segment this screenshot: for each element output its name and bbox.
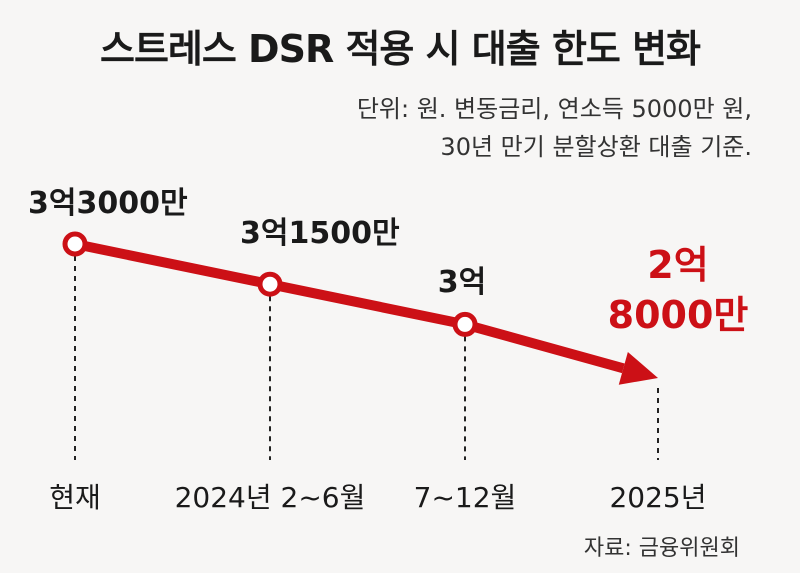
data-point-marker	[62, 231, 88, 257]
value-label: 3억3000만	[28, 186, 188, 221]
value-label-highlight: 8000만	[608, 293, 749, 337]
chart-title: 스트레스 DSR 적용 시 대출 한도 변화	[99, 27, 701, 71]
data-point-marker	[452, 311, 478, 337]
value-label: 3억	[438, 265, 486, 300]
subtitle-line-2: 30년 만기 분할상환 대출 기준.	[440, 133, 752, 161]
x-tick-label: 2025년	[609, 481, 706, 514]
data-point-marker	[257, 271, 283, 297]
value-label-highlight: 2억	[647, 243, 708, 287]
source-note: 자료: 금융위원회	[583, 536, 740, 561]
x-tick-label: 7~12월	[414, 481, 517, 514]
trend-line	[73, 239, 625, 374]
x-tick-label: 2024년 2~6월	[175, 481, 366, 514]
x-tick-label: 현재	[49, 481, 101, 514]
chart-subtitle: 단위: 원. 변동금리, 연소득 5000만 원, 30년 만기 분할상환 대출…	[357, 90, 752, 166]
subtitle-line-1: 단위: 원. 변동금리, 연소득 5000만 원,	[356, 95, 752, 123]
trend-arrowhead	[618, 351, 658, 385]
value-label: 3억1500만	[240, 216, 400, 251]
